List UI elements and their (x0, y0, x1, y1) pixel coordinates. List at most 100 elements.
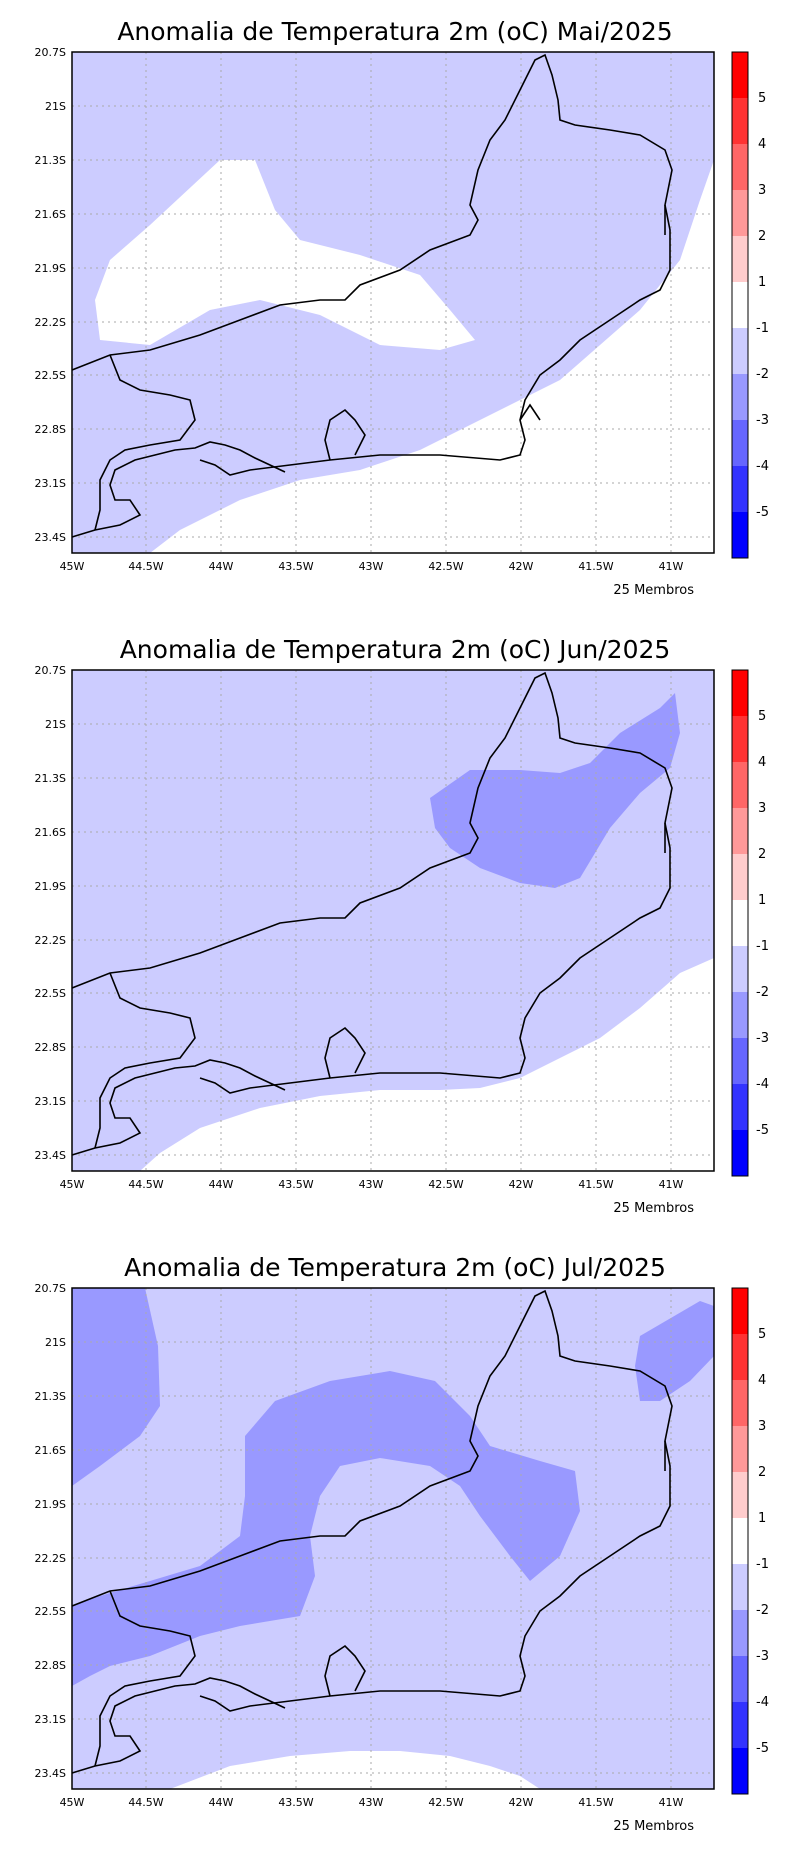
y-tick-labels: 20.7S 21S 21.3S 21.6S 21.9S 22.2S 22.5S … (35, 664, 66, 1162)
x-tick: 44W (209, 560, 234, 573)
members-label: 25 Membros (613, 583, 694, 598)
x-tick: 44W (209, 1178, 234, 1191)
map-frame (71, 51, 715, 554)
coastline-borders (71, 53, 673, 538)
svg-text:-5: -5 (756, 1123, 769, 1138)
y-tick-labels: 20.7S 21S 21.3S 21.6S 21.9S 22.2S 22.5S … (35, 1282, 66, 1780)
y-tick: 21S (45, 100, 66, 113)
panel-title: Anomalia de Temperatura 2m (oC) Jul/2025 (124, 1253, 666, 1282)
y-tick: 22.2S (35, 316, 66, 329)
y-tick: 21.9S (35, 262, 66, 275)
x-tick: 42W (509, 1796, 534, 1809)
x-tick-labels: 45W 44.5W 44W 43.5W 43W 42.5W 42W 41.5W … (60, 560, 684, 573)
svg-text:3: 3 (758, 801, 766, 816)
y-tick: 21S (45, 718, 66, 731)
colorbar: 5 4 3 2 1 -1 -2 -3 -4 -5 (731, 51, 769, 559)
field-medium-blue-central (72, 1371, 580, 1686)
field-white-south (150, 160, 714, 553)
svg-text:1: 1 (758, 275, 766, 290)
x-tick: 43.5W (278, 1178, 313, 1191)
svg-text:2: 2 (758, 229, 766, 244)
y-tick: 21.9S (35, 880, 66, 893)
colorbar: 5 4 3 2 1 -1 -2 -3 -4 -5 (731, 1287, 769, 1795)
y-tick: 23.4S (35, 1149, 66, 1162)
svg-text:5: 5 (758, 709, 766, 724)
svg-text:-2: -2 (756, 367, 769, 382)
field-medium-blue (430, 693, 680, 888)
svg-text:-1: -1 (756, 321, 769, 336)
x-tick-labels: 45W 44.5W 44W 43.5W 43W 42.5W 42W 41.5W … (60, 1178, 684, 1191)
x-tick: 44.5W (128, 1796, 163, 1809)
y-tick: 22.8S (35, 1041, 66, 1054)
x-tick: 43W (359, 1796, 384, 1809)
map-panel-mai: Anomalia de Temperatura 2m (oC) Mai/2025… (0, 0, 800, 618)
y-tick: 21.3S (35, 1390, 66, 1403)
svg-text:-4: -4 (756, 459, 769, 474)
y-tick: 23.1S (35, 1713, 66, 1726)
x-tick: 43.5W (278, 1796, 313, 1809)
panel-title: Anomalia de Temperatura 2m (oC) Mai/2025 (117, 17, 672, 46)
y-tick: 21.9S (35, 1498, 66, 1511)
svg-text:1: 1 (758, 893, 766, 908)
svg-text:-3: -3 (756, 1649, 769, 1664)
field-white-north (95, 160, 475, 350)
map-svg: Anomalia de Temperatura 2m (oC) Jun/2025… (35, 635, 769, 1216)
y-tick: 22.5S (35, 369, 66, 382)
svg-text:4: 4 (758, 755, 766, 770)
svg-text:-1: -1 (756, 1557, 769, 1572)
x-tick: 41.5W (578, 1178, 613, 1191)
members-label: 25 Membros (613, 1819, 694, 1834)
map-panel-jun: Anomalia de Temperatura 2m (oC) Jun/2025… (0, 618, 800, 1236)
x-tick: 41.5W (578, 1796, 613, 1809)
x-tick: 43W (359, 560, 384, 573)
panel-title: Anomalia de Temperatura 2m (oC) Jun/2025 (120, 635, 671, 664)
y-tick: 22.5S (35, 987, 66, 1000)
y-tick: 21S (45, 1336, 66, 1349)
y-tick: 23.1S (35, 477, 66, 490)
y-tick: 22.5S (35, 1605, 66, 1618)
y-tick-labels: 20.7S 21S 21.3S 21.6S 21.9S 22.2S 22.5S … (35, 46, 66, 544)
y-tick: 22.2S (35, 1552, 66, 1565)
x-tick: 41W (659, 560, 684, 573)
map-svg: Anomalia de Temperatura 2m (oC) Jul/2025… (35, 1253, 769, 1834)
y-tick: 20.7S (35, 664, 66, 677)
y-tick: 23.1S (35, 1095, 66, 1108)
svg-text:-5: -5 (756, 1741, 769, 1756)
field-light-blue (72, 1288, 714, 1789)
y-tick: 20.7S (35, 1282, 66, 1295)
x-tick: 42W (509, 1178, 534, 1191)
svg-text:2: 2 (758, 847, 766, 862)
map-frame (71, 1287, 715, 1790)
svg-text:-4: -4 (756, 1695, 769, 1710)
x-tick: 42W (509, 560, 534, 573)
x-tick: 45W (60, 560, 85, 573)
y-tick: 23.4S (35, 1767, 66, 1780)
svg-text:4: 4 (758, 1373, 766, 1388)
svg-text:3: 3 (758, 1419, 766, 1434)
field-medium-blue-nw (72, 1288, 160, 1486)
x-tick: 44W (209, 1796, 234, 1809)
svg-text:5: 5 (758, 91, 766, 106)
field-white-south (170, 1751, 540, 1789)
x-tick: 43W (359, 1178, 384, 1191)
x-tick: 41.5W (578, 560, 613, 573)
y-tick: 21.6S (35, 208, 66, 221)
svg-text:-2: -2 (756, 985, 769, 1000)
y-tick: 22.8S (35, 1659, 66, 1672)
coastline-borders (71, 671, 673, 1156)
svg-text:5: 5 (758, 1327, 766, 1342)
y-tick: 23.4S (35, 531, 66, 544)
x-tick: 44.5W (128, 1178, 163, 1191)
svg-text:-5: -5 (756, 505, 769, 520)
x-tick: 44.5W (128, 560, 163, 573)
x-tick: 42.5W (428, 1178, 463, 1191)
map-panel-jul: Anomalia de Temperatura 2m (oC) Jul/2025… (0, 1236, 800, 1854)
y-tick: 21.3S (35, 772, 66, 785)
svg-text:-1: -1 (756, 939, 769, 954)
svg-text:2: 2 (758, 1465, 766, 1480)
x-tick: 45W (60, 1796, 85, 1809)
svg-text:-4: -4 (756, 1077, 769, 1092)
x-tick: 43.5W (278, 560, 313, 573)
members-label: 25 Membros (613, 1201, 694, 1216)
svg-text:4: 4 (758, 137, 766, 152)
